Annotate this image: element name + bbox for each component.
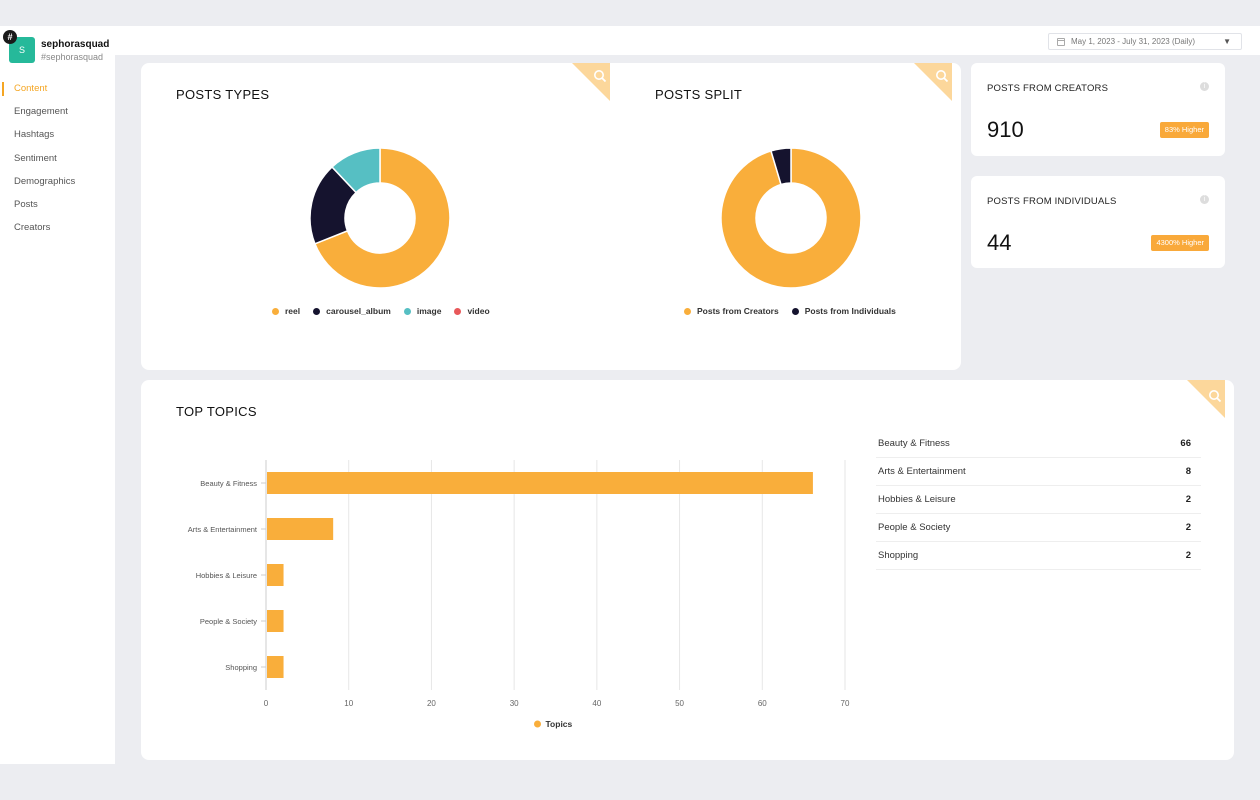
individuals-stat-card: POSTS FROM INDIVIDUALS i 44 4300% Higher [971,176,1225,268]
posts-split-donut [720,147,862,289]
table-row[interactable]: Shopping 2 [876,542,1201,570]
brand-name: sephorasquad [41,39,110,50]
y-tick-label: Beauty & Fitness [200,479,257,488]
x-tick-label: 30 [510,699,519,708]
topic-name: Beauty & Fitness [878,438,950,449]
posts-types-donut [309,147,451,289]
bar[interactable] [267,518,334,540]
topic-name: Shopping [878,550,919,561]
x-tick-label: 60 [758,699,767,708]
posts-overview-card: POSTS TYPES reel carousel_album image vi… [141,63,961,370]
table-row[interactable]: People & Society 2 [876,514,1201,542]
stat-badge: 4300% Higher [1151,235,1209,251]
x-tick-label: 70 [841,699,850,708]
donut-slice[interactable] [770,147,792,186]
topic-count: 8 [1185,466,1191,477]
legend-item-creators[interactable]: Posts from Creators [684,306,779,316]
legend-dot [791,307,799,315]
stat-value: 910 [987,117,1024,142]
bar[interactable] [267,610,284,632]
legend-item-image[interactable]: image [403,306,442,316]
sidebar: S # sephorasquad #sephorasquad Content E… [0,26,115,764]
posts-split-title: POSTS SPLIT [655,87,743,102]
sidebar-item-hashtags[interactable]: Hashtags [14,129,55,141]
legend-label: Posts from Individuals [804,306,896,316]
zoom-corner-icon[interactable] [914,63,952,101]
top-topics-bar-chart: 0 10 20 30 40 50 60 70 Beauty & Fitness Arts & En… [188,460,850,729]
table-row[interactable]: Hobbies & Leisure 2 [876,486,1201,514]
legend-label: carousel_album [326,306,391,316]
sidebar-item-demographics[interactable]: Demographics [14,175,76,187]
x-tick-label: 20 [427,699,436,708]
donut-slice[interactable] [331,147,381,194]
legend-label[interactable]: Topics [546,719,573,729]
legend-dot [272,307,279,315]
creators-stat-card: POSTS FROM CREATORS i 910 83% Higher [971,63,1225,156]
donut-slice[interactable] [313,147,451,289]
table-row[interactable]: Beauty & Fitness 66 [876,430,1201,458]
topic-count: 2 [1185,494,1191,505]
posts-types-legend: reel carousel_album image video [272,306,503,316]
date-range-label: May 1, 2023 - July 31, 2023 (Daily) [1071,37,1196,46]
sidebar-nav: Content Engagement Hashtags Sentiment De… [0,82,115,244]
legend-dot [534,720,541,728]
legend-dot [684,307,691,315]
topic-name: People & Society [878,522,951,533]
x-tick-label: 40 [592,699,601,708]
legend-dot [403,307,411,315]
top-topics-card: TOP TOPICS 0 10 20 30 40 50 60 70 Beauty & Fitne… [141,380,1234,760]
top-bar: May 1, 2023 - July 31, 2023 (Daily) ▼ [0,26,1260,55]
hashtag-icon: # [3,30,17,44]
legend-label: reel [285,306,301,316]
info-icon[interactable]: i [1200,82,1209,91]
sidebar-item-creators[interactable]: Creators [14,222,51,234]
chevron-down-icon: ▼ [1223,37,1231,46]
topic-count: 2 [1185,522,1191,533]
legend-label: Posts from Creators [697,306,779,316]
topic-table: Beauty & Fitness 66 Arts & Entertainment 8… [876,430,1201,570]
legend-item-carousel-album[interactable]: carousel_album [313,306,391,316]
sidebar-item-sentiment[interactable]: Sentiment [14,152,57,164]
bar[interactable] [267,656,284,678]
calendar-icon [1057,37,1065,46]
y-tick-label: Arts & Entertainment [188,525,258,534]
posts-types-title: POSTS TYPES [176,87,270,102]
sidebar-item-posts[interactable]: Posts [14,198,38,210]
topic-name: Arts & Entertainment [878,466,966,477]
y-tick-label: Shopping [225,663,257,672]
legend-dot [454,307,462,315]
date-range-select[interactable]: May 1, 2023 - July 31, 2023 (Daily) ▼ [1048,33,1242,50]
donut-slice[interactable] [720,147,862,289]
bar[interactable] [267,564,284,586]
legend-label: video [467,306,490,316]
brand-handle: #sephorasquad [41,52,104,62]
sidebar-item-content[interactable]: Content [0,82,115,105]
x-tick-label: 10 [344,699,353,708]
legend-item-individuals[interactable]: Posts from Individuals [791,306,896,316]
topic-name: Hobbies & Leisure [878,494,956,505]
bar[interactable] [267,472,813,494]
top-topics-title: TOP TOPICS [176,404,257,419]
sidebar-item-engagement[interactable]: Engagement [14,106,68,118]
legend-item-reel[interactable]: reel [272,306,300,316]
stat-value: 44 [987,230,1012,255]
stat-title: POSTS FROM CREATORS [987,83,1109,94]
y-tick-label: Hobbies & Leisure [196,571,257,580]
y-tick-label: People & Society [200,617,257,626]
legend-dot [313,307,321,315]
legend-item-video[interactable]: video [454,306,490,316]
zoom-corner-icon[interactable] [1187,380,1225,418]
posts-split-legend: Posts from Creators Posts from Individua… [684,306,909,316]
zoom-corner-icon[interactable] [572,63,610,101]
stat-title: POSTS FROM INDIVIDUALS [987,196,1117,207]
topic-count: 66 [1180,438,1191,449]
topic-count: 2 [1185,550,1191,561]
legend-label: image [416,306,442,316]
table-row[interactable]: Arts & Entertainment 8 [876,458,1201,486]
x-tick-label: 50 [675,699,684,708]
info-icon[interactable]: i [1200,195,1209,204]
x-tick-label: 0 [264,699,269,708]
stat-badge: 83% Higher [1159,122,1209,138]
